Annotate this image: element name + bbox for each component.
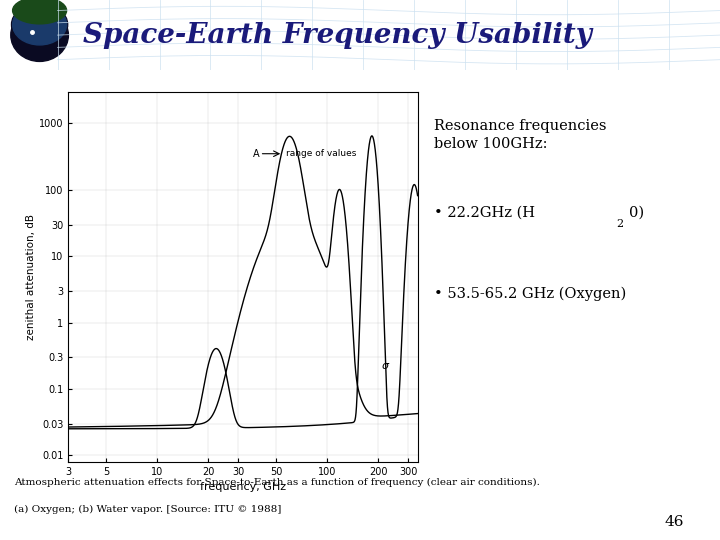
Text: Resonance frequencies
below 100GHz:: Resonance frequencies below 100GHz: bbox=[434, 119, 606, 151]
Text: 2: 2 bbox=[616, 219, 623, 229]
Text: • 53.5-65.2 GHz (Oxygen): • 53.5-65.2 GHz (Oxygen) bbox=[434, 286, 626, 301]
Ellipse shape bbox=[12, 3, 68, 45]
Text: Space-Earth Frequency Usability: Space-Earth Frequency Usability bbox=[83, 22, 592, 49]
Text: range of values: range of values bbox=[286, 149, 356, 158]
Text: σ: σ bbox=[382, 361, 389, 371]
Y-axis label: zenithal attenuation, dB: zenithal attenuation, dB bbox=[26, 214, 36, 340]
Ellipse shape bbox=[13, 0, 66, 24]
Text: A: A bbox=[253, 148, 260, 159]
Ellipse shape bbox=[13, 4, 66, 45]
Text: Atmospheric attenuation effects for Space-to-Earth as a function of frequency (c: Atmospheric attenuation effects for Spac… bbox=[14, 478, 540, 487]
X-axis label: frequency, GHz: frequency, GHz bbox=[200, 482, 286, 492]
Text: 46: 46 bbox=[665, 515, 684, 529]
Ellipse shape bbox=[11, 9, 68, 62]
Text: 0): 0) bbox=[629, 205, 644, 219]
Text: • 22.2GHz (H: • 22.2GHz (H bbox=[434, 205, 535, 219]
Text: (a) Oxygen; (b) Water vapor. [Source: ITU © 1988]: (a) Oxygen; (b) Water vapor. [Source: IT… bbox=[14, 504, 282, 514]
